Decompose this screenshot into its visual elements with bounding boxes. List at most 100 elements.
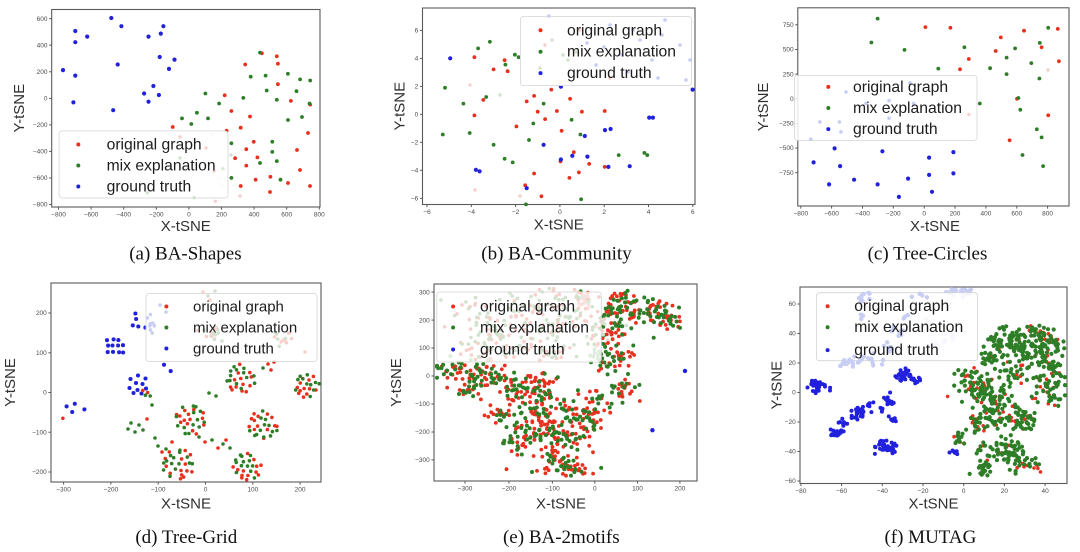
svg-text:200: 200	[295, 486, 306, 493]
svg-text:−4: −4	[411, 168, 419, 175]
svg-text:−2: −2	[411, 140, 419, 147]
svg-text:X-tSNE: X-tSNE	[910, 218, 960, 235]
svg-text:0: 0	[187, 211, 191, 218]
svg-text:400: 400	[980, 210, 991, 217]
svg-text:−200: −200	[32, 469, 47, 476]
svg-text:−100: −100	[151, 486, 166, 493]
svg-text:0: 0	[593, 485, 597, 492]
svg-text:600: 600	[37, 16, 48, 23]
svg-text:200: 200	[37, 69, 48, 76]
svg-text:600: 600	[1011, 210, 1022, 217]
svg-text:2: 2	[602, 209, 606, 216]
svg-text:(e) BA-2motifs: (e) BA-2motifs	[503, 527, 620, 548]
svg-text:0: 0	[922, 210, 926, 217]
svg-text:20: 20	[789, 360, 797, 367]
svg-text:−4: −4	[468, 209, 476, 216]
svg-text:X-tSNE: X-tSNE	[536, 496, 586, 513]
svg-text:0: 0	[43, 390, 47, 397]
svg-text:200: 200	[216, 211, 227, 218]
svg-text:300: 300	[419, 289, 430, 296]
svg-text:Y-tSNE: Y-tSNE	[392, 82, 409, 131]
svg-text:ground truth: ground truth	[480, 342, 565, 359]
svg-text:40: 40	[1041, 488, 1049, 495]
svg-text:60: 60	[789, 301, 797, 308]
svg-text:(c) Tree-Circles: (c) Tree-Circles	[868, 244, 988, 265]
svg-text:0: 0	[792, 390, 796, 397]
svg-text:mix explanation: mix explanation	[107, 158, 216, 175]
svg-text:0: 0	[558, 209, 562, 216]
svg-text:−500: −500	[779, 145, 794, 152]
svg-text:800: 800	[314, 211, 325, 218]
svg-text:−40: −40	[877, 488, 888, 495]
svg-text:6: 6	[691, 209, 695, 216]
svg-text:100: 100	[36, 350, 47, 357]
svg-text:0: 0	[415, 112, 419, 119]
svg-text:original graph: original graph	[480, 299, 575, 316]
svg-text:−200: −200	[415, 429, 430, 436]
svg-text:−60: −60	[836, 488, 847, 495]
svg-text:mix explanation: mix explanation	[853, 100, 962, 117]
svg-text:800: 800	[1042, 210, 1053, 217]
svg-text:(d) Tree-Grid: (d) Tree-Grid	[135, 527, 237, 548]
svg-text:100: 100	[632, 485, 643, 492]
svg-text:X-tSNE: X-tSNE	[161, 218, 211, 235]
svg-text:600: 600	[281, 211, 292, 218]
svg-text:original graph: original graph	[854, 298, 949, 315]
svg-text:−100: −100	[32, 429, 47, 436]
svg-text:−6: −6	[411, 196, 419, 203]
svg-text:−800: −800	[33, 202, 48, 209]
svg-text:original graph: original graph	[853, 79, 948, 96]
svg-text:−200: −200	[104, 486, 119, 493]
svg-text:Y-tSNE: Y-tSNE	[11, 84, 28, 133]
svg-text:X-tSNE: X-tSNE	[161, 496, 211, 513]
svg-text:500: 500	[783, 47, 794, 54]
svg-text:4: 4	[647, 209, 651, 216]
svg-text:mix explanation: mix explanation	[854, 319, 963, 336]
svg-text:40: 40	[789, 331, 797, 338]
svg-text:−20: −20	[917, 488, 928, 495]
svg-text:20: 20	[1001, 488, 1009, 495]
svg-text:ground truth: ground truth	[853, 121, 938, 138]
svg-text:(a) BA-Shapes: (a) BA-Shapes	[129, 244, 241, 265]
svg-text:6: 6	[415, 28, 419, 35]
svg-text:−600: −600	[33, 175, 48, 182]
svg-text:−400: −400	[116, 211, 131, 218]
svg-text:−800: −800	[51, 211, 66, 218]
svg-text:100: 100	[247, 486, 258, 493]
svg-text:−200: −200	[33, 122, 48, 129]
svg-text:0: 0	[426, 373, 430, 380]
svg-text:−300: −300	[415, 457, 430, 464]
svg-text:−40: −40	[785, 449, 796, 456]
svg-text:200: 200	[674, 485, 685, 492]
svg-text:−600: −600	[824, 210, 839, 217]
svg-text:250: 250	[783, 71, 794, 78]
svg-text:0: 0	[44, 96, 48, 103]
svg-text:−20: −20	[785, 419, 796, 426]
svg-text:ground truth: ground truth	[854, 342, 939, 359]
svg-text:200: 200	[950, 210, 961, 217]
svg-text:X-tSNE: X-tSNE	[908, 496, 958, 513]
svg-text:200: 200	[36, 310, 47, 317]
svg-text:0: 0	[204, 486, 208, 493]
svg-text:(b) BA-Community: (b) BA-Community	[481, 244, 632, 265]
svg-text:mix explanation: mix explanation	[480, 320, 589, 337]
svg-text:−200: −200	[502, 485, 517, 492]
svg-text:original graph: original graph	[107, 137, 202, 154]
svg-text:−80: −80	[795, 488, 806, 495]
svg-text:−600: −600	[84, 211, 99, 218]
svg-text:−60: −60	[785, 478, 796, 485]
svg-text:original graph: original graph	[193, 299, 284, 316]
svg-text:X-tSNE: X-tSNE	[534, 217, 584, 234]
svg-text:ground truth: ground truth	[193, 341, 274, 358]
svg-text:−800: −800	[793, 210, 808, 217]
svg-text:−2: −2	[512, 209, 520, 216]
svg-text:ground truth: ground truth	[107, 179, 192, 196]
svg-text:−200: −200	[886, 210, 901, 217]
svg-text:100: 100	[419, 345, 430, 352]
svg-text:Y-tSNE: Y-tSNE	[755, 83, 772, 132]
svg-text:400: 400	[249, 211, 260, 218]
svg-text:−250: −250	[779, 121, 794, 128]
svg-text:0: 0	[790, 96, 794, 103]
svg-text:2: 2	[415, 84, 419, 91]
svg-text:−750: −750	[779, 170, 794, 177]
